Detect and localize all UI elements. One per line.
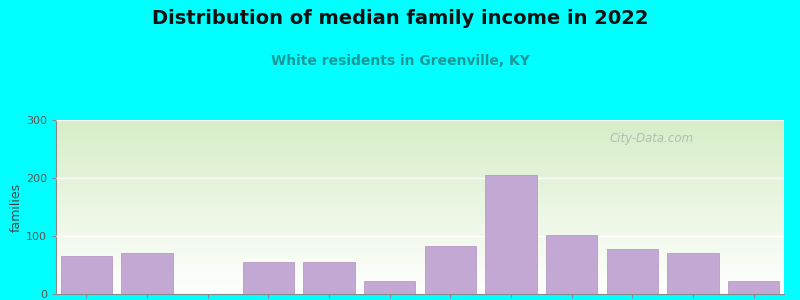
Bar: [728, 281, 779, 294]
Bar: [122, 254, 173, 294]
Bar: [425, 246, 476, 294]
Bar: [546, 235, 598, 294]
Bar: [61, 256, 112, 294]
Text: White residents in Greenville, KY: White residents in Greenville, KY: [270, 54, 530, 68]
Bar: [486, 175, 537, 294]
Text: City-Data.com: City-Data.com: [610, 132, 694, 145]
Bar: [606, 249, 658, 294]
Bar: [242, 262, 294, 294]
Text: Distribution of median family income in 2022: Distribution of median family income in …: [152, 9, 648, 28]
Y-axis label: families: families: [10, 182, 23, 232]
Bar: [667, 254, 718, 294]
Bar: [364, 281, 415, 294]
Bar: [303, 262, 354, 294]
